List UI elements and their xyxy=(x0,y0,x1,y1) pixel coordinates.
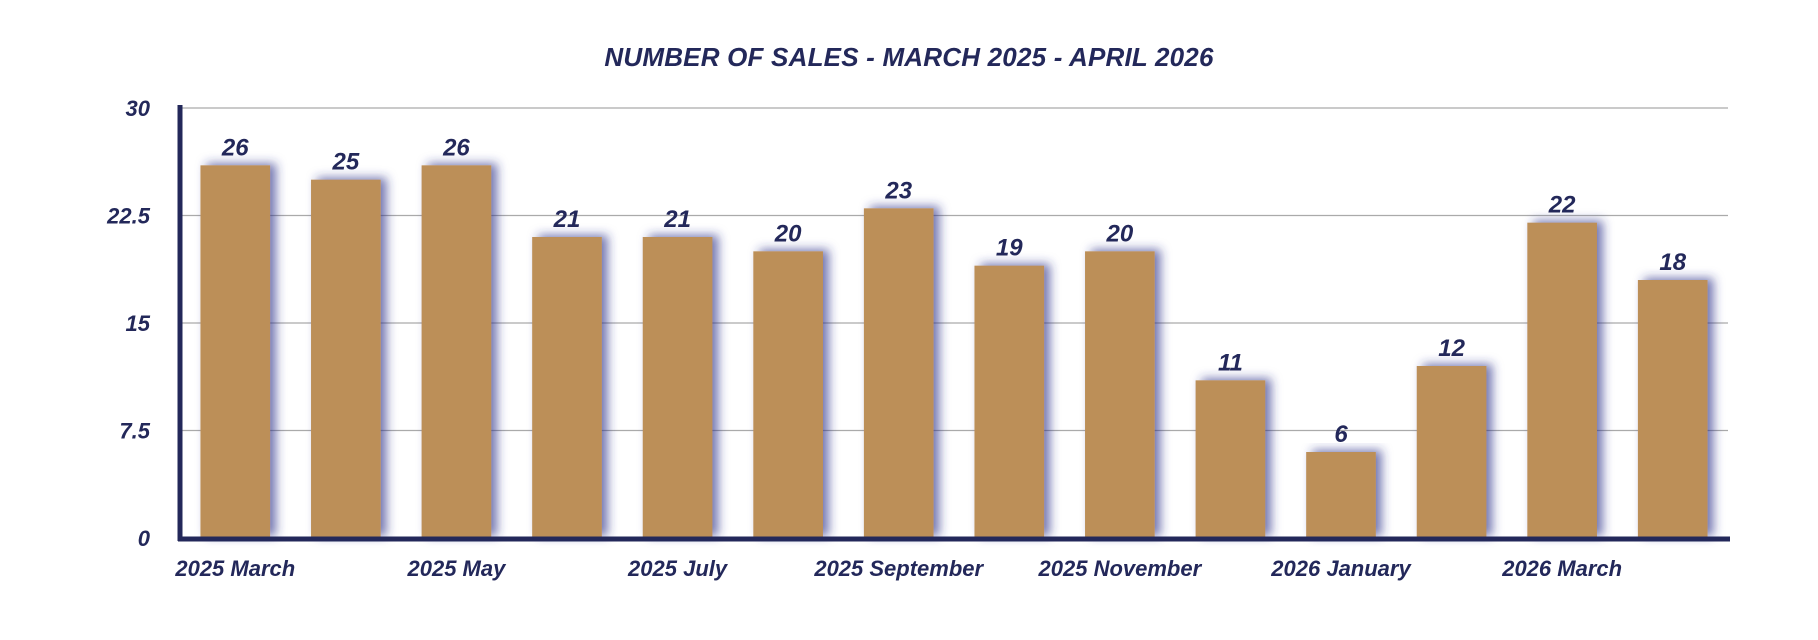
data-label: 26 xyxy=(221,134,249,161)
y-tick-label: 15 xyxy=(126,311,151,336)
bar xyxy=(642,237,713,538)
bar xyxy=(311,179,381,538)
bar xyxy=(753,251,823,539)
bar xyxy=(1306,452,1376,538)
x-tick-label: 2025 July xyxy=(627,556,729,581)
data-label: 23 xyxy=(884,177,912,204)
data-label: 18 xyxy=(1659,249,1686,276)
data-label: 21 xyxy=(553,206,581,233)
data-label: 20 xyxy=(1106,220,1134,247)
chart-title: NUMBER OF SALES - MARCH 2025 - APRIL 202… xyxy=(604,42,1214,72)
bar xyxy=(974,265,1045,538)
bar xyxy=(1527,222,1597,538)
data-label: 25 xyxy=(332,149,360,176)
x-tick-label: 2025 March xyxy=(174,556,295,581)
data-labels: 26 25 26 21 21 20 23 19 20 11 6 12 22 18 xyxy=(221,134,1687,448)
data-label: 20 xyxy=(774,220,802,247)
bar xyxy=(421,165,492,539)
bar xyxy=(1637,280,1708,538)
gridlines xyxy=(180,107,1728,432)
data-label: 11 xyxy=(1218,349,1243,376)
bar xyxy=(1195,380,1266,538)
y-tick-label: 30 xyxy=(126,96,151,121)
bar xyxy=(1085,251,1155,539)
bar xyxy=(532,237,602,538)
x-tick-label: 2025 May xyxy=(406,556,507,581)
data-label: 26 xyxy=(442,134,470,161)
x-tick-label: 2026 March xyxy=(1501,556,1622,581)
y-tick-label: 22.5 xyxy=(106,204,151,229)
axes: 30 22.5 15 7.5 0 2025 March 2025 May 2025 July 2… xyxy=(106,96,1730,581)
bar xyxy=(863,208,934,539)
data-label: 22 xyxy=(1548,192,1576,219)
data-label: 21 xyxy=(663,206,691,233)
bar xyxy=(200,165,271,539)
x-tick-label: 2025 November xyxy=(1038,556,1203,581)
y-tick-label: 7.5 xyxy=(119,419,150,444)
bars xyxy=(200,165,1708,539)
data-label: 12 xyxy=(1438,335,1465,362)
data-label: 6 xyxy=(1334,421,1348,448)
bar xyxy=(1416,366,1487,538)
data-label: 19 xyxy=(996,235,1023,262)
y-tick-label: 0 xyxy=(138,526,151,551)
x-tick-label: 2025 September xyxy=(813,556,984,581)
x-tick-label: 2026 January xyxy=(1270,556,1412,581)
